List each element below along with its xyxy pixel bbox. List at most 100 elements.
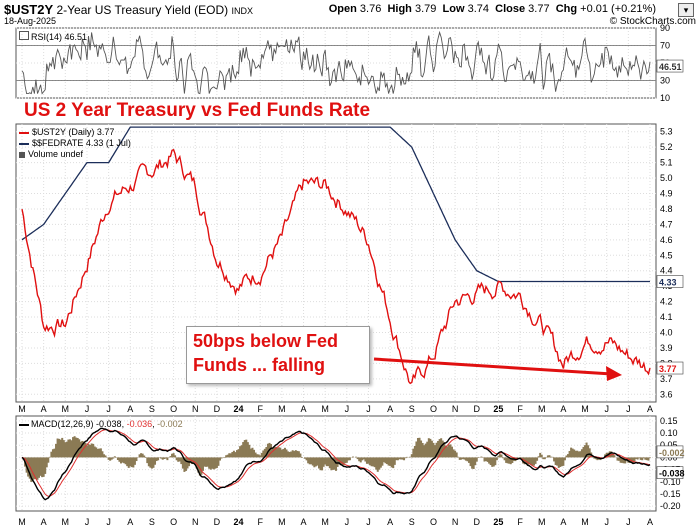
price-badge: 3.77 [656, 361, 684, 375]
x-tick-label: 25 [493, 404, 503, 414]
fedrate-line [21, 126, 650, 283]
legend-fedrate-label: $$FEDRATE 4.33 (1 Jul) [32, 138, 131, 148]
rsi-label-text: RSI(14) 46.51 [31, 32, 88, 42]
rsi-tick-label: 30 [660, 76, 670, 86]
chart-labels: 5.35.25.15.04.94.84.74.64.54.44.34.24.14… [18, 23, 684, 527]
x-tick-label-bottom: J [345, 517, 350, 527]
rsi-tick-label: 70 [660, 41, 670, 51]
x-tick-label: M [538, 404, 546, 414]
macd-tick-label: 0.05 [660, 440, 678, 450]
x-tick-label: D [214, 404, 221, 414]
price-tick-label: 4.0 [660, 328, 673, 338]
price-tick-label: 3.6 [660, 389, 673, 399]
high-value: 3.79 [414, 3, 437, 15]
close-value: 3.77 [528, 3, 550, 15]
price-tick-label: 4.9 [660, 189, 673, 199]
price-tick-label: 4.4 [660, 266, 673, 276]
x-tick-label: O [430, 404, 437, 414]
x-tick-label: F [257, 404, 263, 414]
price-tick-label: 3.9 [660, 343, 673, 353]
x-tick-label: A [387, 404, 393, 414]
x-tick-label: S [149, 404, 155, 414]
x-tick-label-bottom: A [41, 517, 47, 527]
x-tick-label-bottom: M [278, 517, 286, 527]
price-legend: $UST2Y (Daily) 3.77 $$FEDRATE 4.33 (1 Ju… [19, 127, 131, 160]
legend-fedrate: $$FEDRATE 4.33 (1 Jul) [19, 138, 131, 149]
x-tick-label-bottom: S [149, 517, 155, 527]
rsi-label: RSI(14) 46.51 [19, 31, 87, 42]
macd-hist-badge-text: -0.002 [659, 448, 685, 458]
chg-value: +0.01 (+0.21%) [580, 3, 656, 15]
ohlc-readout: Open 3.76 High 3.79 Low 3.74 Close 3.77 … [329, 3, 656, 15]
price-badge-box [656, 361, 684, 375]
x-tick-label-bottom: J [85, 517, 90, 527]
legend-ust2y: $UST2Y (Daily) 3.77 [19, 127, 131, 138]
fed-badge-box [656, 275, 684, 288]
x-tick-label-bottom: J [604, 517, 609, 527]
price-badge-text: 3.77 [659, 364, 677, 374]
macd-tick-label: -0.15 [660, 489, 681, 499]
x-tick-label: J [106, 404, 111, 414]
price-tick-label: 4.1 [660, 312, 673, 322]
rsi-badge-box [656, 59, 684, 73]
legend-volume-label: Volume undef [28, 149, 84, 159]
x-tick-label-bottom: J [366, 517, 371, 527]
chart-header: $UST2Y 2-Year US Treasury Yield (EOD) IN… [0, 0, 700, 28]
rsi-line [21, 30, 651, 95]
trend-arrow-line [373, 357, 613, 376]
x-tick-label: J [345, 404, 350, 414]
price-tick-label: 5.2 [660, 142, 673, 152]
macd-tick-label: 0.15 [660, 416, 678, 426]
x-tick-label: J [626, 404, 631, 414]
x-tick-label-bottom: M [538, 517, 546, 527]
price-tick-label: 4.5 [660, 250, 673, 260]
price-tick-label: 4.6 [660, 235, 673, 245]
x-tick-label: M [18, 404, 26, 414]
macd-tick-label: -0.10 [660, 477, 681, 487]
x-tick-label: F [517, 404, 523, 414]
low-value: 3.74 [467, 3, 489, 15]
x-tick-label: M [278, 404, 286, 414]
x-tick-label-bottom: A [387, 517, 393, 527]
fed-badge-text: 4.33 [659, 278, 677, 288]
price-tick-label: 5.0 [660, 173, 673, 183]
x-tick-label: A [301, 404, 307, 414]
macd-value: -0.038 [96, 419, 122, 429]
macd-hist-badge-box [656, 445, 684, 459]
x-tick-label: O [170, 404, 177, 414]
chart-options-icon[interactable]: ▾ [678, 3, 694, 17]
x-tick-label-bottom: 25 [493, 517, 503, 527]
rsi-badge-text: 46.51 [659, 62, 682, 72]
signal-value: -0.036 [126, 419, 153, 429]
x-tick-label-bottom: J [626, 517, 631, 527]
trend-arrow-head [606, 366, 622, 381]
x-tick-label-bottom: J [106, 517, 111, 527]
rsi-swatch [19, 31, 29, 40]
ust2y-line [21, 148, 651, 385]
price-tick-label: 4.8 [660, 204, 673, 214]
stockcharts-credit: © StockCharts.com [609, 16, 696, 27]
macd-tick-label: -0.20 [660, 501, 681, 511]
symbol: $UST2Y [4, 2, 54, 17]
rsi-badge: 46.51 [656, 59, 684, 73]
x-tick-label: J [366, 404, 371, 414]
chg-label: Chg [555, 3, 578, 15]
callout-line-2: Funds ... falling [193, 355, 325, 375]
callout-line-1: 50bps below Fed [193, 331, 339, 351]
x-tick-label-bottom: M [321, 517, 329, 527]
x-tick-label-bottom: M [62, 517, 70, 527]
price-tick-label: 4.2 [660, 297, 673, 307]
x-tick-label: A [127, 404, 133, 414]
price-tick-label: 4.7 [660, 219, 673, 229]
macd-tick-label: 0.10 [660, 428, 678, 438]
x-tick-label-bottom: S [409, 517, 415, 527]
x-tick-label: A [647, 404, 653, 414]
exchange: INDX [231, 6, 253, 16]
x-tick-label: M [581, 404, 589, 414]
rsi-tick-label: 90 [660, 23, 670, 33]
x-tick-label-bottom: M [581, 517, 589, 527]
x-tick-label: J [85, 404, 90, 414]
x-tick-label: N [452, 404, 459, 414]
x-tick-label: A [41, 404, 47, 414]
